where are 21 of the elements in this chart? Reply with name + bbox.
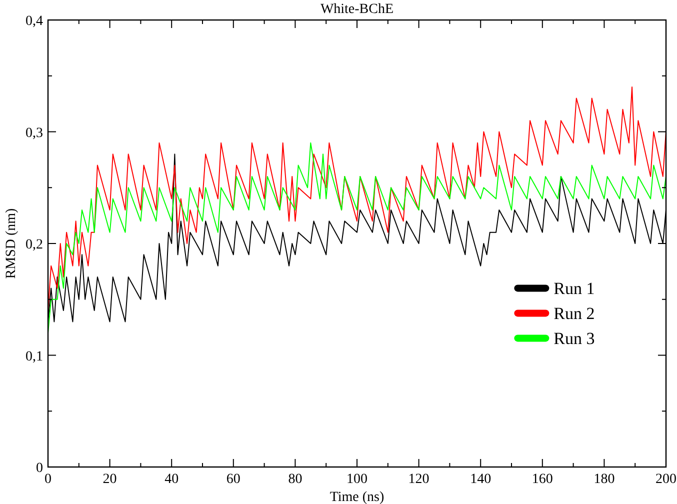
y-tick-label: 0 xyxy=(36,461,43,476)
x-tick-label: 200 xyxy=(656,472,676,487)
x-tick-label: 80 xyxy=(288,472,302,487)
y-tick-label: 0,3 xyxy=(26,126,43,141)
y-tick-label: 0,4 xyxy=(26,14,43,29)
x-tick-label: 120 xyxy=(408,472,430,487)
x-tick-label: 180 xyxy=(594,472,615,487)
x-tick-label: 60 xyxy=(226,472,240,487)
legend-label: Run 1 xyxy=(554,279,595,298)
y-tick-label: 0,2 xyxy=(26,238,43,252)
y-axis-title: RMSD (nm) xyxy=(4,208,19,279)
legend-label: Run 3 xyxy=(554,329,595,348)
x-tick-label: 40 xyxy=(164,472,179,487)
legend-label: Run 2 xyxy=(554,304,595,324)
x-tick-label: 160 xyxy=(532,472,553,487)
x-axis-title: Time (ns) xyxy=(330,490,384,504)
chart-title: White-BChE xyxy=(320,2,394,17)
y-tick-label: 0,1 xyxy=(26,349,43,364)
x-tick-label: 100 xyxy=(346,472,368,487)
x-tick-label: 20 xyxy=(102,472,117,487)
x-tick-label: 140 xyxy=(470,472,492,487)
